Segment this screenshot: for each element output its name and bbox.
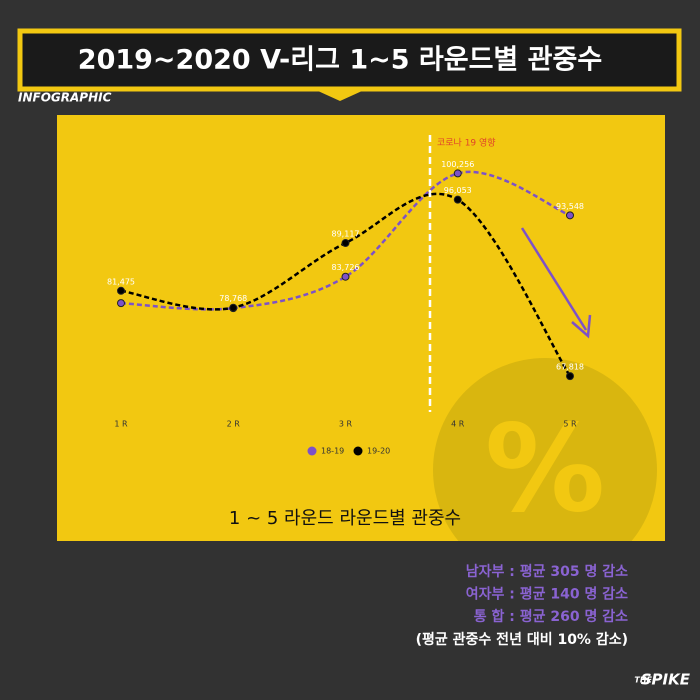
x-tick-label: 2 R xyxy=(227,420,241,429)
data-point xyxy=(341,272,350,281)
data-point xyxy=(341,239,350,248)
data-point xyxy=(117,299,125,308)
legend-label: 19-20 xyxy=(367,447,390,456)
subtitle: INFOGRAPHIC xyxy=(18,91,112,105)
value-label: 78,768 xyxy=(219,294,247,303)
value-label: 83,726 xyxy=(332,263,360,272)
data-point xyxy=(229,303,238,312)
data-point xyxy=(566,211,574,220)
summary-line: 여자부 : 평균 140 명 감소 xyxy=(466,586,628,603)
x-tick-label: 3 R xyxy=(339,420,353,429)
title: 2019~2020 V-리그 1~5 라운드별 관중수 xyxy=(78,45,602,76)
logo-prefix: THE xyxy=(634,676,652,685)
legend-marker xyxy=(353,446,363,456)
value-label: 93,548 xyxy=(556,202,584,211)
x-tick-label: 5 R xyxy=(563,420,577,429)
x-tick-label: 4 R xyxy=(451,420,465,429)
x-tick-label: 1 R xyxy=(114,420,128,429)
value-label: 96,053 xyxy=(444,186,472,195)
value-label: 89,117 xyxy=(332,230,360,239)
annotation: 코로나 19 영향 xyxy=(437,137,496,149)
data-point xyxy=(566,372,574,381)
plot: 1 R 2 R 3 R 4 R 5 R 83,726 100,256 93,548 81,475… xyxy=(107,160,584,456)
value-label: 81,475 xyxy=(107,277,135,286)
series-line xyxy=(120,192,572,377)
summary-line: 통 합 : 평균 260 명 감소 xyxy=(474,608,628,625)
logo-name: SPIKE xyxy=(641,671,691,689)
summary-line: 남자부 : 평균 305 명 감소 xyxy=(466,563,628,580)
title-box xyxy=(17,28,682,92)
trend-arrow-head xyxy=(571,314,592,339)
data-point xyxy=(453,195,462,204)
title-pointer xyxy=(318,91,362,101)
trend-arrow xyxy=(520,227,588,331)
summary-note: (평균 관중수 전년 대비 10% 감소) xyxy=(416,631,628,648)
value-label: 67,818 xyxy=(556,363,584,372)
badge-icon: % xyxy=(485,401,605,540)
data-point xyxy=(117,286,125,295)
legend-marker xyxy=(307,446,317,456)
badge-circle xyxy=(433,358,657,541)
data-point xyxy=(453,169,462,178)
chart-caption: 1 ~ 5 라운드 라운드별 관중수 xyxy=(229,508,461,529)
legend-label: 18-19 xyxy=(321,447,344,456)
badge: % xyxy=(433,358,657,541)
value-label: 100,256 xyxy=(441,160,474,169)
